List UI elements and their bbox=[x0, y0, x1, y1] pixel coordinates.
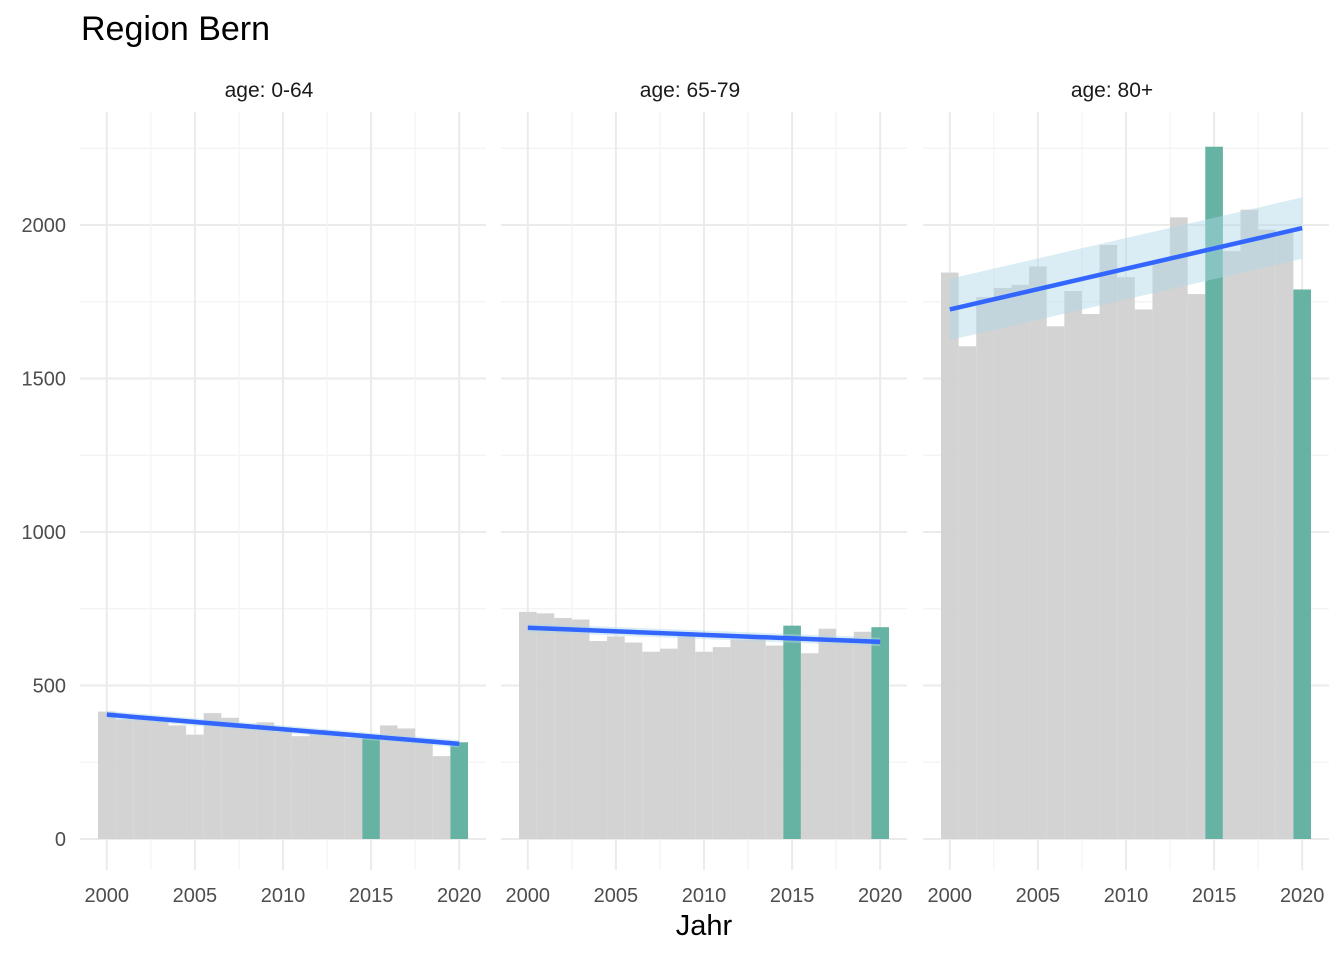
bar bbox=[203, 713, 222, 839]
bar bbox=[1046, 326, 1065, 839]
y-tick-label: 2000 bbox=[22, 215, 67, 237]
y-tick-label: 0 bbox=[55, 829, 66, 851]
x-tick-label: 2020 bbox=[437, 885, 482, 907]
bar bbox=[397, 728, 416, 839]
bar bbox=[976, 297, 994, 839]
x-tick-label: 2005 bbox=[173, 885, 218, 907]
bar bbox=[115, 719, 134, 839]
bar bbox=[98, 711, 116, 839]
bar bbox=[730, 639, 749, 839]
bar bbox=[1258, 229, 1276, 840]
bar bbox=[800, 653, 819, 839]
x-tick-label: 2000 bbox=[928, 885, 973, 907]
bar bbox=[1011, 284, 1030, 839]
facet-panel: age: 80+ 2000 2005 2010 2015 2020 bbox=[923, 79, 1329, 907]
x-tick-label: 2005 bbox=[594, 885, 639, 907]
bar bbox=[993, 287, 1012, 839]
bar bbox=[589, 640, 608, 839]
x-tick-label: 2015 bbox=[349, 885, 394, 907]
bar bbox=[432, 756, 451, 839]
bar bbox=[291, 736, 310, 839]
bar-highlight bbox=[1205, 146, 1223, 840]
bar bbox=[941, 272, 959, 840]
y-tick-label: 1000 bbox=[22, 522, 67, 544]
facet-panel: age: 0-64 2000 2005 2010 2015 2020 bbox=[80, 79, 486, 907]
bar bbox=[1187, 294, 1206, 839]
x-tick-label: 2005 bbox=[1016, 885, 1061, 907]
x-tick-label: 2015 bbox=[1192, 885, 1237, 907]
bar bbox=[309, 730, 328, 839]
x-tick-label: 2015 bbox=[770, 885, 815, 907]
x-tick-label: 2000 bbox=[506, 885, 551, 907]
bar bbox=[344, 737, 363, 839]
bar bbox=[853, 631, 872, 839]
x-tick-label: 2010 bbox=[682, 885, 727, 907]
bar bbox=[571, 619, 590, 839]
bar bbox=[765, 645, 784, 839]
trend-line bbox=[949, 225, 1303, 312]
bar bbox=[221, 717, 239, 839]
bar bbox=[379, 725, 398, 839]
bar bbox=[519, 611, 537, 839]
x-tick-label: 2020 bbox=[858, 885, 903, 907]
bar bbox=[256, 722, 275, 839]
bar bbox=[659, 648, 678, 839]
bar bbox=[748, 637, 766, 839]
bar bbox=[1029, 266, 1047, 839]
bar bbox=[133, 717, 151, 839]
bar-highlight bbox=[871, 627, 889, 839]
bar bbox=[274, 731, 292, 839]
bar bbox=[1152, 260, 1171, 839]
y-tick-label: 500 bbox=[33, 676, 66, 698]
y-tick-label: 1500 bbox=[22, 369, 67, 391]
bar bbox=[836, 637, 854, 839]
bar-highlight bbox=[362, 736, 380, 839]
bar bbox=[624, 642, 643, 839]
bar bbox=[415, 739, 433, 839]
bar bbox=[677, 636, 696, 839]
bar bbox=[554, 617, 572, 839]
x-tick-label: 2000 bbox=[85, 885, 130, 907]
bar bbox=[1240, 209, 1259, 839]
x-tick-label: 2010 bbox=[261, 885, 306, 907]
bar bbox=[536, 613, 555, 839]
x-tick-label: 2010 bbox=[1104, 885, 1149, 907]
bar bbox=[607, 636, 625, 839]
facet-panel: age: 65-79 2000 2005 2010 2015 2020 bbox=[501, 79, 907, 907]
bar bbox=[186, 734, 204, 839]
bar bbox=[1134, 309, 1153, 839]
bar bbox=[327, 734, 345, 839]
trend-line bbox=[106, 712, 460, 747]
bar bbox=[1099, 244, 1118, 839]
bar bbox=[1222, 251, 1241, 840]
x-tick-label: 2020 bbox=[1280, 885, 1325, 907]
bar bbox=[238, 725, 257, 839]
bar bbox=[150, 720, 169, 839]
trend-line bbox=[527, 625, 881, 645]
bar bbox=[1064, 291, 1082, 839]
bar bbox=[1117, 277, 1135, 839]
bar bbox=[1275, 232, 1294, 840]
facet-label: age: 65-79 bbox=[640, 79, 740, 102]
facet-label: age: 80+ bbox=[1071, 79, 1153, 102]
bar bbox=[958, 346, 977, 839]
bar bbox=[695, 651, 713, 839]
bar bbox=[1081, 314, 1100, 839]
bar bbox=[1170, 217, 1188, 839]
bar-highlight bbox=[450, 742, 468, 839]
bar-highlight bbox=[1293, 289, 1311, 840]
bar bbox=[168, 725, 187, 839]
chart-title: Region Bern bbox=[81, 10, 271, 48]
bar-highlight bbox=[783, 625, 801, 839]
facet-label: age: 0-64 bbox=[225, 79, 314, 102]
x-axis-title: Jahr bbox=[675, 910, 733, 942]
bar bbox=[712, 647, 731, 839]
bar bbox=[818, 628, 837, 839]
bar bbox=[642, 651, 660, 839]
